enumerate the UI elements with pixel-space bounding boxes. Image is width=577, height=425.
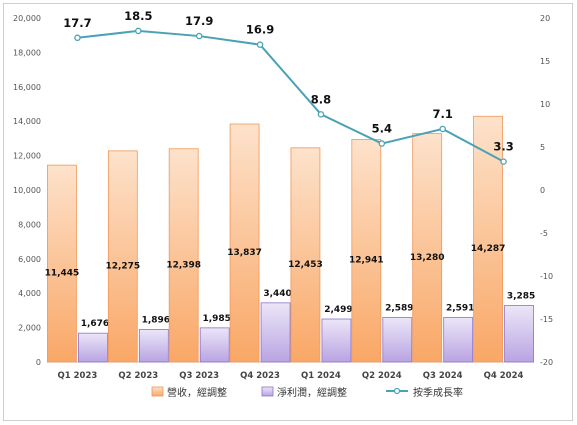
chart-container: 0 2,000 4,000 6,000 8,000 10,000 12,000 14,000 1…	[3, 3, 573, 421]
net-profit-bar-label: 2,589	[385, 303, 413, 313]
growth-rate-point	[500, 158, 507, 165]
growth-rate-label: 5.4	[372, 122, 392, 136]
y-right-tick-label: 10	[540, 100, 550, 109]
net-profit-bar	[260, 302, 291, 363]
x-category-label: Q2 2024	[362, 371, 402, 381]
net-profit-bar	[138, 328, 169, 363]
revenue-bar	[473, 115, 503, 363]
x-category-label: Q3 2024	[423, 371, 463, 381]
revenue-bar-label: 14,287	[471, 244, 506, 254]
growth-rate-point	[74, 34, 81, 42]
legend-net-profit-swatch	[261, 386, 274, 397]
revenue-bar-label: 12,398	[166, 260, 201, 270]
legend-growth-rate-label: 按季成長率	[413, 386, 463, 399]
x-category-label: Q4 2023	[240, 371, 280, 381]
y-left-tick-label: 16,000	[13, 83, 41, 92]
net-profit-bar	[443, 317, 474, 363]
net-profit-bar-label: 1,896	[142, 315, 170, 325]
y-right-tick-label: -15	[540, 315, 553, 324]
growth-rate-point	[317, 111, 325, 118]
growth-rate-point	[439, 125, 446, 133]
revenue-bar-label: 12,275	[105, 261, 140, 271]
net-profit-bar-label: 1,676	[81, 319, 109, 329]
combo-chart: 0 2,000 4,000 6,000 8,000 10,000 12,000 14,000 1…	[13, 9, 553, 399]
revenue-bar-label: 11,445	[45, 269, 80, 279]
x-category-label: Q4 2024	[484, 371, 524, 381]
x-category-label: Q2 2023	[118, 371, 158, 381]
legend-net-profit-label: 淨利潤，經調整	[277, 386, 347, 399]
x-category-label: Q3 2023	[179, 371, 219, 381]
y-left-tick-label: 6,000	[18, 255, 41, 264]
revenue-bar-label: 12,941	[349, 256, 384, 266]
growth-rate-point	[378, 140, 386, 147]
growth-rate-point	[195, 32, 203, 40]
y-right-tick-label: 20	[540, 14, 550, 23]
y-right-tick-label: -10	[540, 272, 553, 281]
revenue-bar-label: 13,837	[227, 248, 262, 258]
y-left-tick-label: 18,000	[13, 48, 41, 57]
growth-rate-line	[77, 29, 505, 163]
revenue-bar	[412, 133, 443, 363]
y-left-tick-label: 14,000	[13, 117, 41, 126]
y-left-tick-label: 2,000	[18, 324, 41, 333]
growth-rate-label: 8.8	[311, 92, 331, 106]
legend-growth-rate-swatch-marker	[393, 387, 401, 395]
revenue-bar	[47, 164, 77, 363]
x-category-label: Q1 2024	[301, 371, 341, 381]
y-right-tick-label: 0	[540, 186, 545, 195]
growth-rate-point	[135, 27, 142, 35]
net-profit-bar-label: 1,985	[202, 314, 230, 324]
y-left-tick-label: 10,000	[13, 186, 41, 195]
net-profit-bar	[321, 318, 352, 363]
revenue-bar	[229, 123, 260, 363]
x-category-label: Q1 2023	[58, 371, 98, 381]
growth-rate-label: 16.9	[246, 23, 274, 37]
growth-rate-label: 18.5	[124, 9, 152, 23]
y-right-tick-label: -20	[540, 358, 553, 367]
net-profit-bar-label: 2,591	[446, 303, 474, 313]
revenue-bar	[107, 150, 138, 363]
net-profit-bar-label: 3,440	[263, 289, 291, 299]
net-profit-bar	[199, 327, 230, 363]
y-left-tick-label: 8,000	[18, 220, 41, 229]
net-profit-bar	[382, 317, 413, 363]
revenue-bar-label: 12,453	[288, 260, 323, 270]
net-profit-bar-label: 3,285	[507, 291, 535, 301]
revenue-bar	[290, 147, 321, 363]
y-left-tick-label: 0	[36, 358, 41, 367]
revenue-bar	[351, 139, 382, 363]
growth-rate-label: 7.1	[433, 107, 453, 121]
y-left-tick-label: 20,000	[13, 14, 41, 23]
legend-revenue-swatch	[151, 386, 164, 397]
y-left-tick-label: 12,000	[13, 152, 41, 161]
growth-rate-point	[256, 41, 264, 48]
legend-revenue-label: 營收，經調整	[167, 386, 227, 399]
growth-rate-label: 17.7	[63, 16, 91, 30]
growth-rate-label: 3.3	[493, 140, 513, 154]
revenue-bar	[168, 148, 199, 363]
net-profit-bar	[78, 332, 108, 363]
y-right-tick-label: 5	[540, 143, 545, 152]
y-right-tick-label: 15	[540, 57, 550, 66]
revenue-bar-label: 13,280	[410, 253, 445, 263]
growth-rate-label: 17.9	[185, 14, 213, 28]
y-left-tick-label: 4,000	[18, 289, 41, 298]
net-profit-bar	[504, 305, 534, 363]
y-right-tick-label: -5	[540, 229, 548, 238]
net-profit-bar-label: 2,499	[324, 305, 352, 315]
